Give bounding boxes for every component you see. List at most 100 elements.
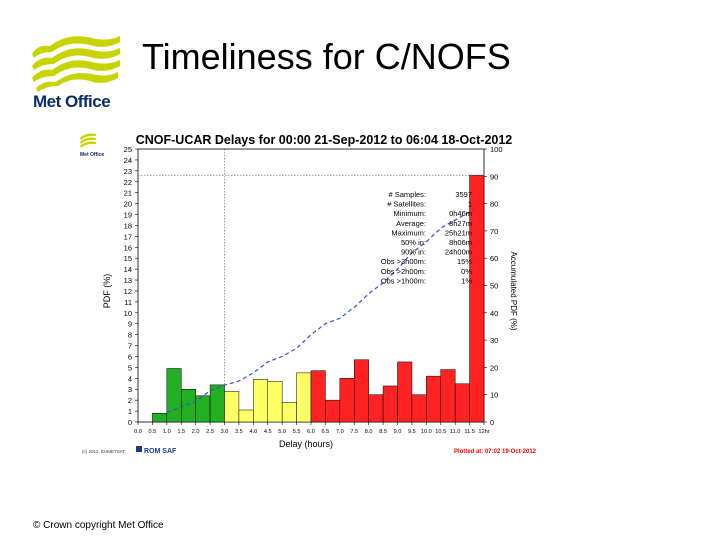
stat-label: # Samples:	[388, 190, 426, 199]
y2-tick-label: 20	[490, 363, 498, 372]
y2-tick-label: 30	[490, 336, 498, 345]
y-tick-label: 6	[128, 352, 132, 361]
reference-lines	[138, 149, 484, 422]
stat-label: Minimum:	[393, 209, 426, 218]
x-tick-label: 1.0	[163, 429, 171, 435]
y2-tick-label: 10	[490, 391, 498, 400]
bar	[195, 395, 211, 423]
x-tick-label: 2.5	[206, 429, 214, 435]
y2-tick-label: 0	[490, 418, 494, 427]
chart-title: CNOF-UCAR Delays for 00:00 21-Sep-2012 t…	[136, 133, 513, 147]
stat-value: 8h27m	[449, 219, 472, 228]
y2-tick-label: 80	[490, 200, 498, 209]
y-tick-label: 14	[124, 265, 132, 274]
x-axis: 0.0 0.5 1.0 1.5 2.0 2.5 3.0 3.5 4.0 4.5 5.0 5.5 6.0 6…	[134, 422, 490, 435]
x-tick-label: 4.0	[249, 429, 257, 435]
bar	[454, 383, 470, 423]
bar	[325, 399, 341, 423]
x-tick-label: 12hr	[478, 429, 489, 435]
x-tick-label: 11.5	[464, 429, 474, 435]
x-tick-label: 6.5	[322, 429, 330, 435]
y-tick-label: 12	[124, 287, 132, 296]
stat-label: Average:	[396, 219, 426, 228]
x-tick-label: 7.5	[350, 429, 358, 435]
bar	[253, 379, 268, 423]
met-office-logo	[32, 36, 120, 92]
y-axis: 0123456789101112131415161718192021222324…	[124, 145, 138, 427]
x-tick-label: 8.0	[365, 429, 373, 435]
slide-title: Timeliness for C/NOFS	[142, 36, 511, 77]
y-tick-label: 1	[128, 407, 132, 416]
y-tick-label: 7	[128, 342, 132, 351]
stat-label: Obs >2h00m:	[381, 267, 426, 276]
rom-saf-label: ROM SAF	[144, 448, 177, 455]
x-tick-label: 3.0	[221, 429, 229, 435]
x-tick-label: 0.5	[149, 429, 157, 435]
y-tick-label: 16	[124, 243, 132, 252]
x-tick-label: 8.5	[379, 429, 387, 435]
x-tick-label: 0.0	[134, 429, 142, 435]
x-tick-label: 4.5	[264, 429, 272, 435]
bar	[426, 375, 442, 423]
y-tick-label: 9	[128, 320, 132, 329]
y-tick-label: 5	[128, 363, 132, 372]
y2-axis-label: Accumulated PDF (%)	[509, 251, 518, 330]
stat-label: # Satellites:	[387, 200, 426, 209]
y-tick-label: 11	[124, 298, 132, 307]
stats-box: # Samples: 3597 # Satellites: 1 Minimum: 0h46…	[381, 190, 473, 285]
bar	[411, 394, 427, 423]
y2-tick-label: 70	[490, 227, 498, 236]
x-tick-label: 10.5	[435, 429, 446, 435]
y2-tick-label: 60	[490, 254, 498, 263]
x-tick-label: 9.0	[394, 429, 402, 435]
copyright-eumetsat: (c) 2012, EUMETSAT	[82, 449, 125, 454]
logo-text: Met Office	[33, 92, 111, 111]
delay-chart: Met Office CNOF-UCAR Delays for 00:00 21…	[80, 133, 537, 455]
bar	[281, 402, 297, 423]
bars	[152, 174, 485, 423]
stat-value: 0%	[461, 267, 472, 276]
y-tick-label: 23	[124, 167, 132, 176]
bar	[238, 409, 254, 423]
footer-copyright: © Crown copyright Met Office	[33, 520, 164, 531]
bar	[440, 369, 456, 423]
x-tick-label: 6.0	[307, 429, 315, 435]
y-tick-label: 8	[128, 331, 132, 340]
cumulative-series-line	[166, 211, 470, 414]
bar	[152, 413, 168, 423]
y-tick-label: 0	[128, 418, 132, 427]
y-tick-label: 19	[124, 211, 132, 220]
y-tick-label: 10	[124, 309, 132, 318]
small-logo-text: Met Office	[80, 152, 104, 158]
bar	[382, 385, 398, 423]
x-tick-label: 5.0	[278, 429, 286, 435]
y-tick-label: 21	[124, 189, 132, 198]
y2-tick-label: 40	[490, 309, 498, 318]
y-tick-label: 4	[128, 374, 132, 383]
stat-value: 25h21m	[445, 228, 472, 237]
bar	[339, 378, 355, 423]
y2-tick-label: 50	[490, 282, 498, 291]
small-met-office-logo: Met Office	[80, 133, 104, 158]
stat-value: 1	[468, 200, 472, 209]
bar	[469, 174, 485, 423]
stat-value: 3597	[455, 190, 472, 199]
y2-axis: 0 10 20 30 40 50 60 70 80 90 100	[484, 145, 503, 427]
stat-label: Maximum:	[391, 228, 426, 237]
y-tick-label: 2	[128, 396, 132, 405]
rom-saf-logo: ROM SAF	[136, 446, 177, 455]
x-tick-label: 1.5	[177, 429, 185, 435]
bar	[296, 372, 312, 423]
y-tick-label: 22	[124, 178, 132, 187]
bar	[354, 359, 369, 423]
stat-value: 1%	[461, 276, 472, 285]
y-axis-label: PDF (%)	[102, 274, 112, 309]
bar	[224, 391, 240, 423]
y2-tick-label: 100	[490, 145, 503, 154]
bar	[209, 384, 225, 423]
bar	[310, 370, 326, 423]
y-tick-label: 13	[124, 276, 132, 285]
y-tick-label: 18	[124, 221, 132, 230]
stat-value: 15%	[457, 257, 472, 266]
x-tick-label: 2.0	[192, 429, 200, 435]
